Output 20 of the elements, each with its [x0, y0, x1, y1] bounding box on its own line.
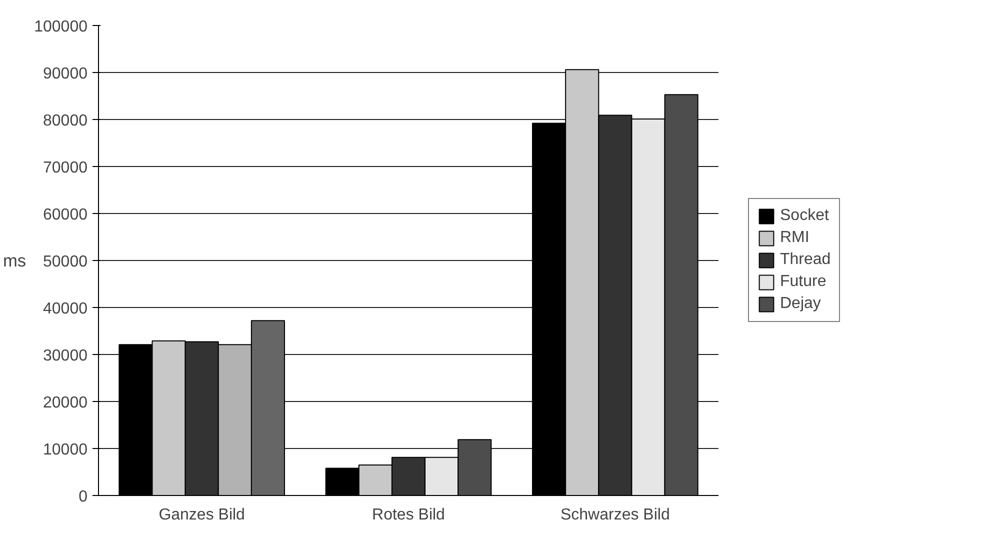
x-tick-label: Rotes Bild [372, 506, 445, 524]
y-tick-label: 20000 [43, 394, 88, 412]
x-tick-label: Ganzes Bild [158, 506, 245, 524]
y-tick-label: 40000 [43, 300, 88, 318]
y-tick-label: 10000 [43, 442, 88, 458]
legend-label: Thread [780, 250, 831, 268]
y-tick-label: 100000 [34, 18, 88, 36]
y-axis-title: ms [3, 250, 26, 270]
y-tick-label: 70000 [43, 160, 88, 176]
y-tick-label: 60000 [43, 206, 88, 224]
legend-label: Socket [780, 206, 829, 224]
y-tick-label: 80000 [43, 112, 88, 130]
legend-label: Dejay [780, 294, 821, 312]
y-tick-label: 50000 [43, 254, 88, 270]
y-tick-label: 30000 [43, 348, 88, 364]
x-tick-label: Schwarzes Bild [560, 506, 670, 524]
legend-label: RMI [780, 228, 810, 246]
y-tick-label: 90000 [43, 66, 88, 82]
y-tick-label: 0 [78, 488, 88, 506]
legend-label: Future [780, 272, 826, 290]
